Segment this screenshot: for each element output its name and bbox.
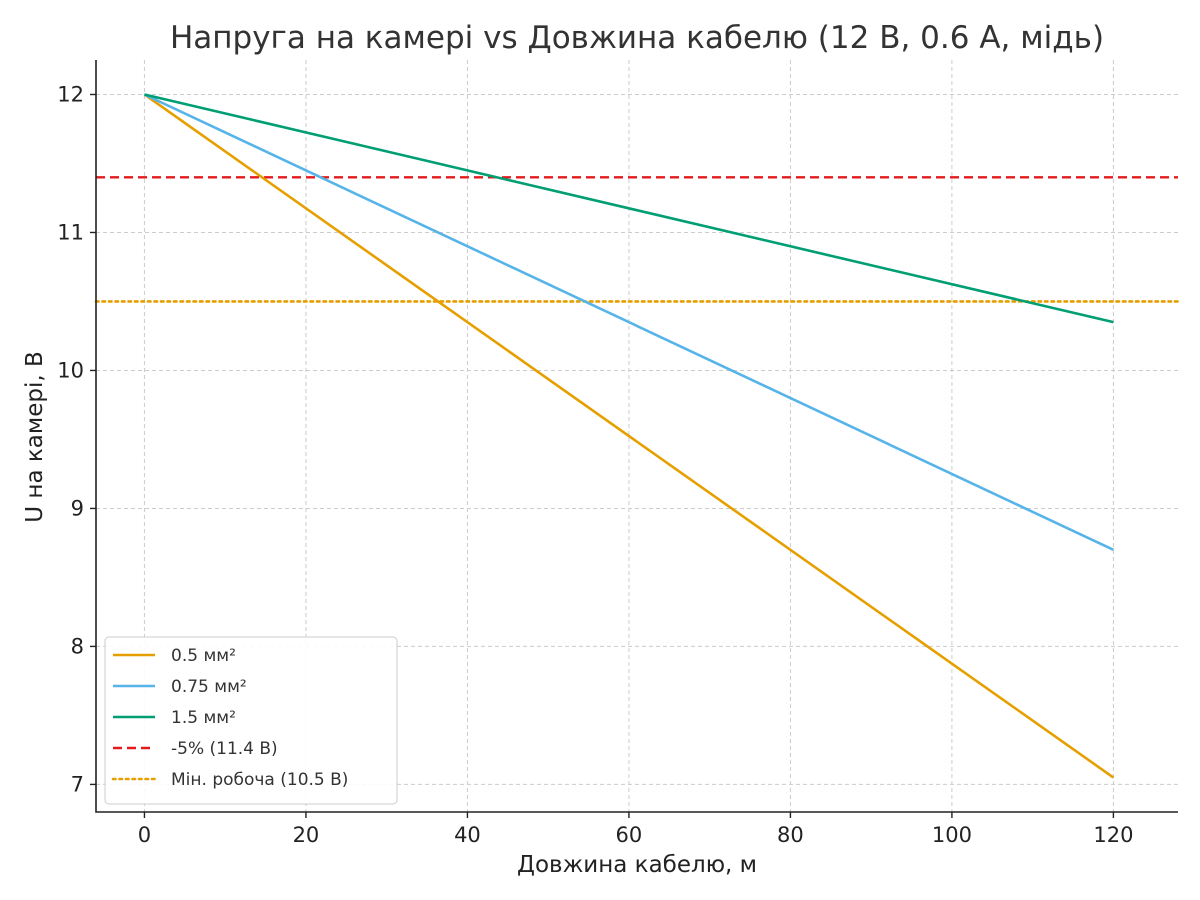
x-tick-label: 100 <box>932 823 972 847</box>
y-axis-label: U на камері, В <box>22 351 48 522</box>
legend-box <box>104 636 398 805</box>
axis-spines <box>95 60 1178 813</box>
series-lines <box>143 93 1115 779</box>
legend-label: -5% (11.4 В) <box>171 739 278 759</box>
legend-label: 0.5 мм² <box>171 646 236 666</box>
y-tick-label: 9 <box>71 496 84 520</box>
x-tick-label: 20 <box>293 823 320 847</box>
tick-labels: 0 20 40 60 80 100 120 7 8 9 10 11 12 <box>57 82 1133 847</box>
legend: 0.5 мм² 0.75 мм² 1.5 мм² -5% (11.4 В) Мін. р… <box>104 636 398 805</box>
x-axis-label: Довжина кабелю, м <box>517 852 757 878</box>
grid <box>96 60 1178 812</box>
series-line <box>143 93 1115 779</box>
legend-label: 0.75 мм² <box>171 677 247 697</box>
x-tick-label: 60 <box>616 823 643 847</box>
legend-label: Мін. робоча (10.5 В) <box>171 770 348 790</box>
y-tick-label: 8 <box>71 634 84 658</box>
chart-title: Напруга на камері vs Довжина кабелю (12 … <box>170 20 1104 56</box>
y-tick-label: 10 <box>57 358 84 382</box>
axes <box>90 60 1178 818</box>
reference-lines <box>94 176 1180 303</box>
legend-label: 1.5 мм² <box>171 708 236 728</box>
series-line <box>143 93 1114 552</box>
series-line <box>144 93 1114 324</box>
y-tick-label: 12 <box>57 82 84 106</box>
y-tick-label: 7 <box>71 772 84 796</box>
x-tick-label: 0 <box>138 823 151 847</box>
x-tick-label: 80 <box>777 823 804 847</box>
x-tick-label: 120 <box>1093 823 1133 847</box>
y-tick-label: 11 <box>57 220 84 244</box>
x-tick-label: 40 <box>454 823 481 847</box>
